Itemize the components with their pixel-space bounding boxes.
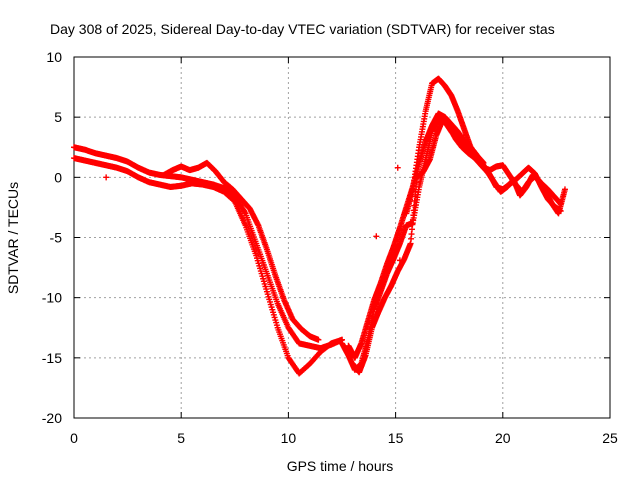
data-point bbox=[373, 233, 380, 240]
data-point bbox=[103, 174, 110, 181]
data-point bbox=[561, 186, 568, 193]
x-axis-title: GPS time / hours bbox=[287, 458, 394, 474]
y-tick-label: -10 bbox=[42, 290, 62, 306]
x-tick-label: 5 bbox=[177, 430, 185, 446]
y-tick-label: 10 bbox=[46, 49, 62, 65]
chart-title: Day 308 of 2025, Sidereal Day-to-day VTE… bbox=[50, 21, 555, 37]
x-tick-label: 15 bbox=[388, 430, 404, 446]
data-point bbox=[315, 336, 322, 343]
chart-points bbox=[71, 75, 568, 377]
chart-grid bbox=[74, 57, 610, 418]
data-point bbox=[394, 164, 401, 171]
x-tick-label: 0 bbox=[70, 430, 78, 446]
data-point bbox=[480, 159, 487, 166]
data-point bbox=[241, 209, 248, 216]
y-tick-label: 0 bbox=[54, 169, 62, 185]
x-tick-label: 20 bbox=[495, 430, 511, 446]
y-tick-label: -5 bbox=[50, 230, 63, 246]
y-tick-label: -15 bbox=[42, 350, 62, 366]
x-tick-label: 10 bbox=[281, 430, 297, 446]
y-axis-title: SDTVAR / TECUs bbox=[5, 182, 21, 294]
x-tick-label: 25 bbox=[602, 430, 618, 446]
axis-ticks: 0 5 10 15 20 25 -20 -15 -10 -5 0 5 10 bbox=[42, 49, 618, 446]
y-tick-label: -20 bbox=[42, 410, 62, 426]
y-tick-label: 5 bbox=[54, 109, 62, 125]
data-point bbox=[396, 257, 403, 264]
